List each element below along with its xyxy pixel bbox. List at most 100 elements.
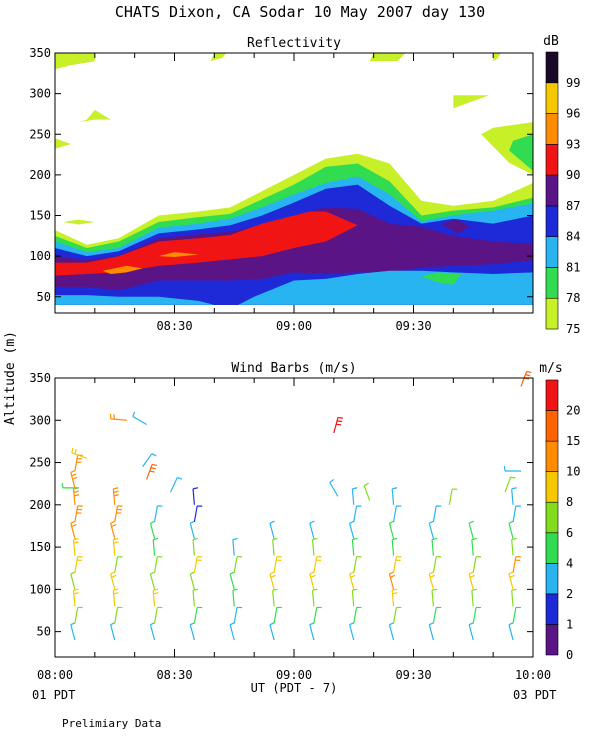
wind-barb-flag [511, 487, 517, 490]
wind-barb-flag [153, 588, 159, 591]
colorbar-swatch [545, 379, 559, 411]
wind-barb-staff [193, 607, 198, 624]
y-tick-label: 50 [37, 625, 51, 639]
wind-barb-staff [472, 556, 477, 573]
wind-barb-staff [431, 539, 435, 556]
wind-barb-staff [72, 590, 76, 607]
wind-barb-staff [511, 539, 514, 556]
wind-barb-flag [113, 487, 119, 490]
wind-barb-staff [192, 488, 196, 505]
wind-barb-staff [353, 607, 358, 624]
wind-barb-flag [153, 537, 159, 541]
reflectivity-patch [78, 109, 111, 123]
wind-barbs [61, 370, 532, 641]
wind-barb-staff [149, 523, 156, 539]
wind-barb-flag [113, 592, 119, 595]
colorbar-label: 87 [566, 199, 580, 213]
colorbar-swatch [545, 51, 559, 84]
y-tick-label: 300 [29, 87, 51, 101]
x-axis-label: UT (PDT - 7) [251, 681, 338, 695]
wind-barb-flag [73, 494, 80, 497]
wind-barb-staff [189, 624, 195, 641]
wind-barb-staff [149, 624, 156, 641]
colorbar-label: 81 [566, 260, 580, 274]
wind-barb-staff [112, 590, 116, 607]
wind-barb-flag [72, 476, 78, 480]
wind-barb-staff [269, 523, 275, 539]
wind-barb-flag [352, 537, 358, 541]
wind-barb-staff [232, 590, 235, 607]
wind-barb-staff [233, 607, 238, 624]
wind-barb-staff [432, 556, 437, 573]
wind-barb-staff [309, 624, 315, 641]
wind-barb-flag [526, 370, 532, 374]
wind-barb-staff [229, 573, 235, 590]
y-tick-label: 250 [29, 456, 51, 470]
reflectivity-patch [55, 138, 71, 149]
y-tick-label: 150 [29, 540, 51, 554]
wind-barb-staff [153, 556, 158, 573]
wind-barb-staff [508, 523, 514, 539]
wind-barb-staff [233, 556, 238, 573]
wind-barb-staff [169, 477, 178, 493]
wind-barb-flag [151, 453, 157, 457]
wind-barb-staff [508, 624, 514, 641]
wind-barb-flag [270, 574, 276, 578]
wind-barb-flag [151, 463, 158, 467]
wind-barb-flag [429, 574, 436, 578]
wind-barb-flag [192, 588, 199, 591]
wind-barb-staff [269, 624, 275, 641]
x-tick-label: 10:00 [515, 668, 551, 682]
colorbar-label: 99 [566, 76, 580, 90]
wind-barb-staff [70, 624, 76, 641]
reflectivity-heatmap [55, 53, 533, 305]
y-tick-label: 250 [29, 127, 51, 141]
wind-barb-staff [153, 505, 158, 522]
wind-barb-staff [193, 505, 198, 522]
wind-barb-flag [113, 588, 119, 591]
colorbar-swatch [545, 113, 559, 145]
wind-barb-flag [392, 588, 398, 591]
wind-barb-flag [350, 574, 356, 578]
altitude-axis-label: Altitude (m) [3, 331, 18, 425]
reflectivity-band-93 [158, 252, 199, 257]
wind-barb-flag [310, 574, 316, 578]
colorbar-swatch [545, 82, 559, 114]
wind-barb-flag [363, 482, 369, 487]
wind-barb-flag [309, 520, 315, 524]
wind-barb-flag [312, 588, 318, 591]
wind-barb-staff [192, 590, 196, 607]
wind-barb-staff [349, 624, 355, 641]
wind-barb-flag [71, 447, 74, 453]
wind-barb-staff [468, 624, 474, 641]
colorbar-swatch [545, 236, 559, 268]
wind-barb-flag [503, 465, 506, 472]
wind-barb-flag [352, 588, 358, 591]
y-tick-label: 350 [29, 46, 51, 60]
wind-barb-staff [70, 472, 76, 489]
wind-barb-staff [511, 488, 514, 505]
wind-barb-staff [114, 505, 119, 522]
colorbar-label: 1 [566, 617, 573, 631]
wind-barb-flag [73, 592, 79, 595]
wind-barb-flag [431, 588, 438, 591]
wind-barb-staff [508, 573, 514, 590]
wind-barb-flag [272, 588, 278, 591]
wind-barb-flag [232, 588, 238, 591]
wind-barb-flag [269, 520, 275, 524]
wind-barb-flag [337, 416, 344, 419]
reflectivity-patch [62, 219, 95, 225]
colorbar-swatch [545, 593, 559, 625]
wind-barb-staff [471, 539, 474, 556]
reflectivity-patch [481, 122, 533, 175]
wind-barb-staff [146, 464, 153, 480]
colorbar-label: 96 [566, 107, 580, 121]
wind-barb-staff [309, 573, 315, 590]
colorbar-swatch [545, 410, 559, 442]
wind-barb-flag [272, 537, 278, 541]
wind-barb-staff [149, 573, 156, 590]
wind-barb-flag [61, 482, 64, 488]
colorbar-label: 84 [566, 230, 580, 244]
colorbar-swatch [545, 501, 559, 534]
wind-barb-staff [351, 539, 355, 556]
